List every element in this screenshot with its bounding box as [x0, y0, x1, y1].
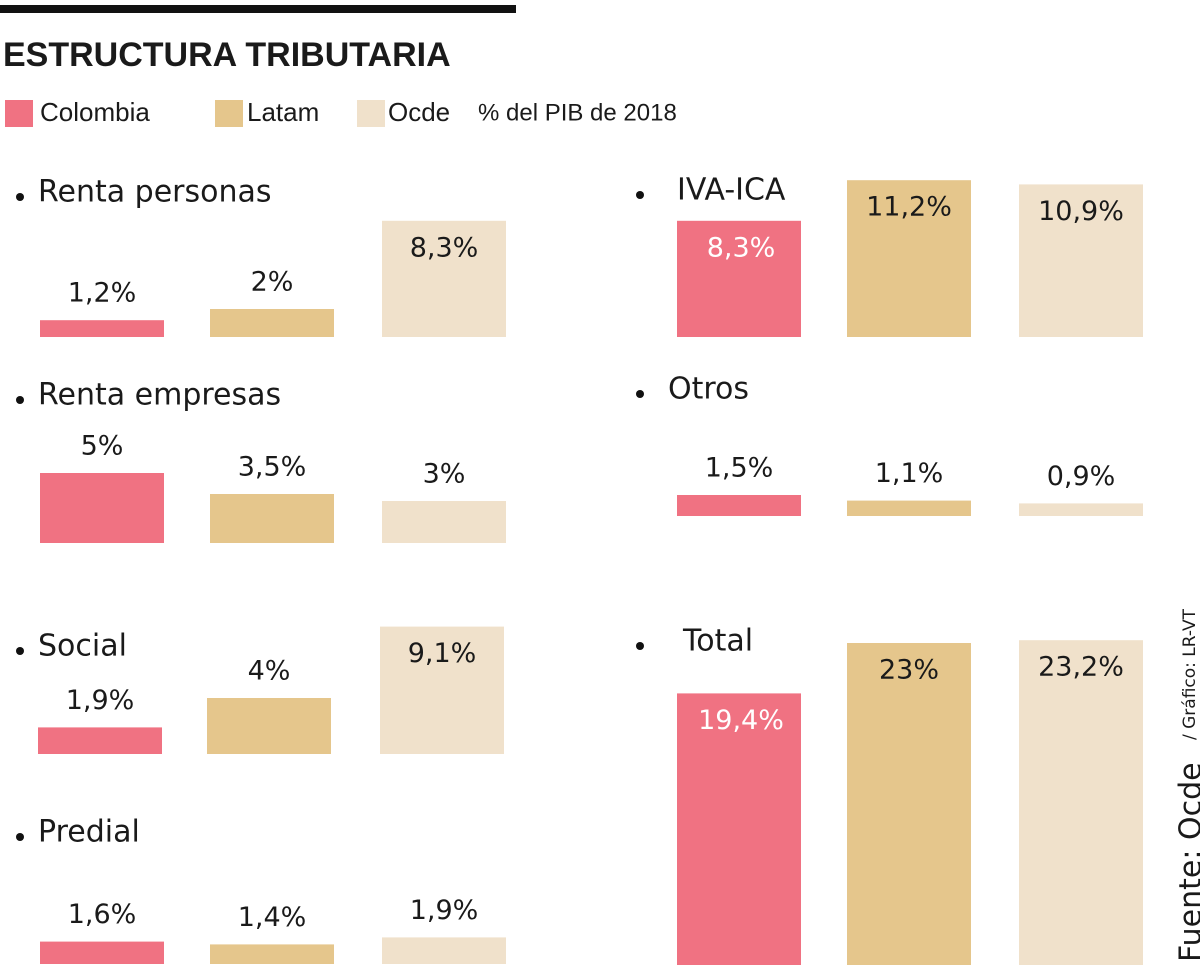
- bar: [847, 180, 971, 337]
- bar: [40, 941, 164, 964]
- bar: [382, 220, 506, 337]
- value-label: 8,3%: [410, 232, 479, 263]
- value-label: 23,2%: [1038, 652, 1124, 683]
- value-label: 23%: [879, 655, 939, 686]
- panel-title: Total: [682, 624, 753, 659]
- bar: [847, 500, 971, 516]
- bar: [382, 937, 506, 964]
- bullet: [16, 647, 24, 655]
- bar: [210, 494, 334, 543]
- value-label: 4%: [248, 656, 291, 687]
- source: Fuente: Ocde: [1174, 762, 1200, 962]
- title: ESTRUCTURA TRIBUTARIA: [3, 36, 451, 74]
- unit-note: % del PIB de 2018: [478, 99, 677, 126]
- bar: [210, 944, 334, 964]
- bar: [40, 473, 164, 543]
- value-label: 2%: [251, 267, 294, 298]
- panel-title: Renta empresas: [38, 378, 281, 413]
- value-label: 1,6%: [68, 899, 137, 930]
- bar: [380, 626, 504, 754]
- legend-label: Ocde: [388, 97, 450, 127]
- bar: [207, 698, 331, 754]
- legend-swatch: [215, 100, 243, 127]
- bar: [1019, 503, 1143, 516]
- legend-swatch: [5, 100, 33, 127]
- bar: [1019, 640, 1143, 965]
- legend-label: Colombia: [40, 97, 150, 127]
- legend-label: Latam: [247, 97, 319, 127]
- legend-swatch: [357, 100, 385, 127]
- value-label: 9,1%: [408, 638, 477, 669]
- value-label: 3%: [423, 459, 466, 490]
- value-label: 1,9%: [410, 895, 479, 926]
- bullet: [636, 390, 644, 398]
- panel-title: Social: [38, 629, 127, 664]
- value-label: 1,9%: [66, 685, 135, 716]
- value-label: 0,9%: [1047, 461, 1116, 492]
- panel-title: Predial: [38, 815, 140, 850]
- bar: [382, 501, 506, 543]
- bar: [40, 320, 164, 337]
- bullet: [16, 193, 24, 201]
- panel-title: Otros: [668, 372, 749, 407]
- value-label: 1,5%: [705, 453, 774, 484]
- credit: / Gráfico: LR-VT: [1180, 608, 1200, 740]
- bar: [677, 220, 801, 337]
- value-label: 5%: [81, 431, 124, 462]
- panel-title: IVA-ICA: [677, 173, 786, 208]
- bullet: [16, 396, 24, 404]
- value-label: 11,2%: [866, 192, 952, 223]
- bar: [847, 643, 971, 965]
- bar: [210, 309, 334, 337]
- bar: [677, 495, 801, 516]
- bar: [677, 693, 801, 965]
- value-label: 1,1%: [875, 458, 944, 489]
- header-rule: [0, 5, 516, 13]
- value-label: 8,3%: [707, 232, 776, 263]
- bar: [1019, 184, 1143, 337]
- panel-title: Renta personas: [38, 175, 272, 210]
- bullet: [636, 642, 644, 650]
- bullet: [16, 833, 24, 841]
- value-label: 1,2%: [68, 278, 137, 309]
- bullet: [636, 191, 644, 199]
- value-label: 19,4%: [698, 705, 784, 736]
- bar: [38, 727, 162, 754]
- value-label: 3,5%: [238, 452, 307, 483]
- value-label: 1,4%: [238, 902, 307, 933]
- value-label: 10,9%: [1038, 196, 1124, 227]
